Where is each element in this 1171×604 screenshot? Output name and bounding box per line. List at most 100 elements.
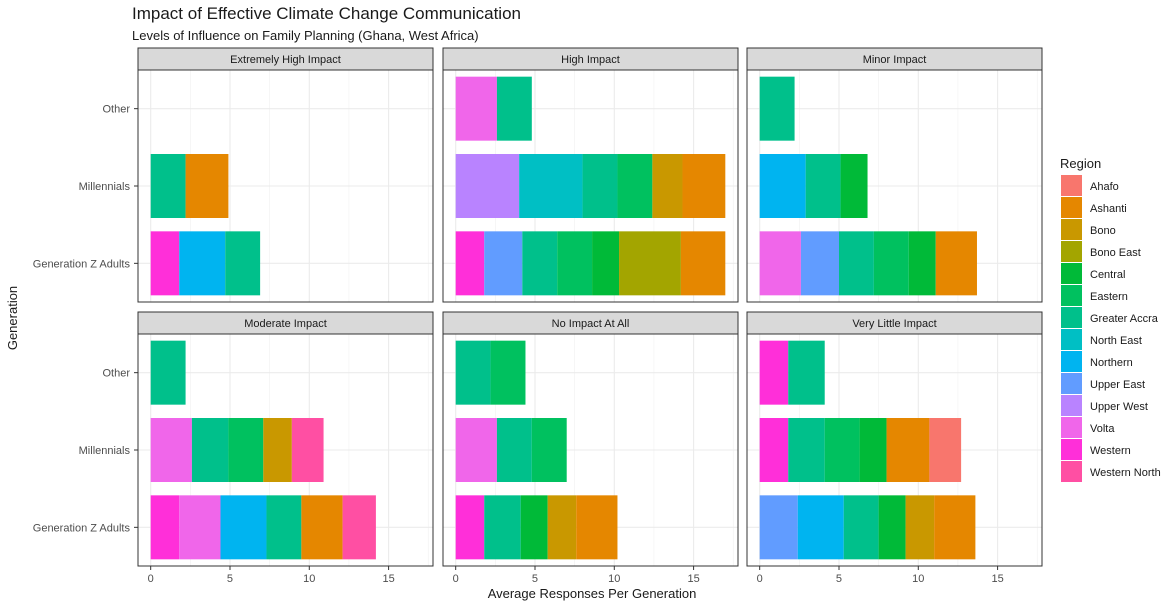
legend-swatch — [1061, 197, 1082, 218]
bar-segment — [455, 340, 491, 405]
facet-strip-label: Extremely High Impact — [230, 54, 341, 66]
y-tick-label: Millennials — [79, 445, 131, 457]
x-tick-label: 10 — [912, 573, 924, 585]
legend-label: Ashanti — [1090, 203, 1127, 215]
bar-segment — [342, 495, 376, 560]
y-tick-label: Generation Z Adults — [33, 522, 131, 534]
x-tick-label: 15 — [382, 573, 394, 585]
x-tick-label: 15 — [991, 573, 1003, 585]
bar-segment — [576, 495, 618, 560]
bar-segment — [759, 340, 789, 405]
bar-segment — [496, 418, 532, 482]
x-tick-label: 5 — [227, 573, 233, 585]
bar-segment — [490, 340, 526, 405]
bar-segment — [179, 231, 226, 296]
bar-segment — [179, 495, 221, 560]
y-tick-label: Other — [102, 104, 130, 116]
panel-border — [442, 69, 739, 303]
bar-segment — [929, 418, 962, 482]
x-axis-title: Average Responses Per Generation — [488, 586, 697, 601]
bar-segment — [263, 418, 292, 482]
bar-segment — [522, 231, 558, 296]
bar-segment — [619, 231, 681, 296]
bar-segment — [905, 495, 935, 560]
bar-segment — [220, 495, 267, 560]
bar-segment — [797, 495, 844, 560]
legend-label: Central — [1090, 269, 1125, 281]
bar-segment — [266, 495, 302, 560]
facet-panel: Minor Impact — [746, 47, 1043, 303]
x-tick-label: 15 — [687, 573, 699, 585]
bar-segment — [652, 154, 683, 218]
bar-segment — [878, 495, 906, 560]
bar-segment — [531, 418, 567, 482]
bar-segment — [150, 495, 180, 560]
x-tick-label: 0 — [453, 573, 459, 585]
bar-segment — [788, 340, 825, 405]
legend-label: Bono — [1090, 225, 1116, 237]
bar-segment — [225, 231, 261, 296]
panel-border — [746, 333, 1043, 567]
bar-segment — [908, 231, 936, 296]
bar-segment — [291, 418, 324, 482]
bar-segment — [496, 76, 532, 141]
bar-segment — [557, 231, 593, 296]
bar-segment — [617, 154, 653, 218]
x-tick-label: 10 — [303, 573, 315, 585]
facet-strip-label: Minor Impact — [863, 54, 927, 66]
bar-segment — [682, 154, 726, 218]
bar-segment — [150, 340, 186, 405]
facet-strip-label: Moderate Impact — [244, 318, 327, 330]
bar-segment — [935, 231, 977, 296]
bar-segment — [228, 418, 264, 482]
facet-panel: Extremely High Impact Generation Z Adults… — [33, 47, 434, 303]
bar-segment — [301, 495, 343, 560]
bar-segment — [873, 231, 909, 296]
bar-segment — [547, 495, 577, 560]
legend-swatch — [1061, 395, 1082, 416]
y-tick-label: Other — [102, 368, 130, 380]
bar-segment — [150, 418, 192, 482]
bar-segment — [680, 231, 726, 296]
bar-segment — [592, 231, 620, 296]
bar-segment — [759, 231, 801, 296]
legend-label: Upper East — [1090, 379, 1145, 391]
legend-label: Western North — [1090, 467, 1161, 479]
legend-swatch — [1061, 219, 1082, 240]
facet-panel: Very Little Impact 0 5 10 15 — [746, 311, 1043, 585]
chart-title: Impact of Effective Climate Change Commu… — [132, 4, 521, 23]
legend-swatch — [1061, 461, 1082, 482]
x-tick-label: 5 — [836, 573, 842, 585]
legend-label: Volta — [1090, 423, 1115, 435]
facet-strip-label: Very Little Impact — [852, 318, 936, 330]
x-tick-label: 10 — [608, 573, 620, 585]
bar-segment — [759, 154, 806, 218]
legend-label: Greater Accra — [1090, 313, 1159, 325]
y-tick-label: Millennials — [79, 181, 131, 193]
legend-label: Bono East — [1090, 247, 1141, 259]
legend-swatch — [1061, 373, 1082, 394]
panel-border — [442, 333, 739, 567]
bar-segment — [455, 154, 520, 218]
bar-segment — [150, 154, 186, 218]
bar-segment — [840, 154, 868, 218]
x-tick-label: 0 — [757, 573, 763, 585]
bar-segment — [838, 231, 874, 296]
bar-segment — [484, 231, 523, 296]
bar-segment — [582, 154, 618, 218]
bar-segment — [455, 495, 485, 560]
legend-swatch — [1061, 329, 1082, 350]
bar-segment — [805, 154, 841, 218]
bar-segment — [759, 76, 795, 141]
legend-swatch — [1061, 241, 1082, 262]
legend-label: North East — [1090, 335, 1142, 347]
bar-segment — [886, 418, 930, 482]
x-tick-label: 5 — [532, 573, 538, 585]
bar-segment — [455, 76, 497, 141]
bar-segment — [843, 495, 879, 560]
bar-segment — [185, 154, 229, 218]
facet-strip-label: High Impact — [561, 54, 620, 66]
panel-border — [746, 69, 1043, 303]
bar-segment — [519, 154, 583, 218]
